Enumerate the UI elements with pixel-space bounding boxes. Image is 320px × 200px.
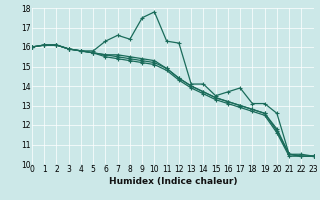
X-axis label: Humidex (Indice chaleur): Humidex (Indice chaleur) — [108, 177, 237, 186]
